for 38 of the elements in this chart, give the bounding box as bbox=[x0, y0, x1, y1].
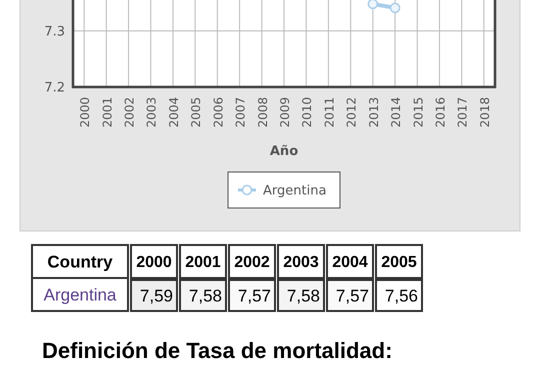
x-tick-label: 2015 bbox=[411, 97, 426, 128]
x-tick-label: 2014 bbox=[389, 97, 404, 128]
x-tick-label: 2018 bbox=[478, 97, 492, 128]
y-tick-label: Argentina bbox=[44, 285, 117, 304]
data-label: 7,57 bbox=[238, 286, 271, 306]
data-label: 7,58 bbox=[188, 286, 222, 306]
legend-label: Argentina bbox=[263, 184, 326, 199]
x-tick-label: 2003 bbox=[144, 97, 159, 128]
data-label: 7,57 bbox=[336, 286, 369, 306]
x-tick-label: 2013 bbox=[366, 97, 381, 128]
data-label: 7,58 bbox=[286, 286, 320, 306]
x-tick-label: 2006 bbox=[211, 97, 226, 128]
x-tick-label: 2010 bbox=[300, 97, 314, 128]
x-axis-title: Country bbox=[47, 252, 114, 272]
x-tick-label: 2012 bbox=[344, 97, 359, 128]
y-tick-label: 7.2 bbox=[44, 80, 65, 96]
x-tick-label: 2002 bbox=[122, 97, 137, 128]
x-axis-title: Año bbox=[270, 144, 298, 159]
x-tick-label: 2016 bbox=[433, 97, 448, 128]
x-tick-label: 2004 bbox=[166, 97, 181, 128]
x-tick-label: 2001 bbox=[185, 254, 221, 272]
x-tick-label: 2008 bbox=[256, 97, 270, 128]
x-tick-label: 2001 bbox=[100, 97, 114, 128]
x-tick-label: 2004 bbox=[332, 254, 368, 272]
data-label: 7,59 bbox=[140, 286, 173, 306]
x-tick-label: 2011 bbox=[322, 97, 336, 128]
x-tick-label: 2017 bbox=[456, 97, 470, 128]
x-tick-label: 2005 bbox=[381, 254, 417, 272]
x-tick-label: 2005 bbox=[189, 97, 204, 128]
text: Definición de Tasa de mortalidad: bbox=[42, 338, 392, 363]
data-label: 7,56 bbox=[384, 286, 418, 306]
x-tick-label: 2000 bbox=[78, 97, 92, 128]
x-tick-label: 2003 bbox=[283, 254, 319, 272]
x-tick-label: 2009 bbox=[278, 97, 292, 128]
x-tick-label: 2002 bbox=[234, 254, 270, 272]
x-tick-label: 2000 bbox=[136, 254, 172, 272]
x-tick-label: 2007 bbox=[234, 97, 248, 128]
y-tick-label: 7.3 bbox=[44, 24, 65, 40]
